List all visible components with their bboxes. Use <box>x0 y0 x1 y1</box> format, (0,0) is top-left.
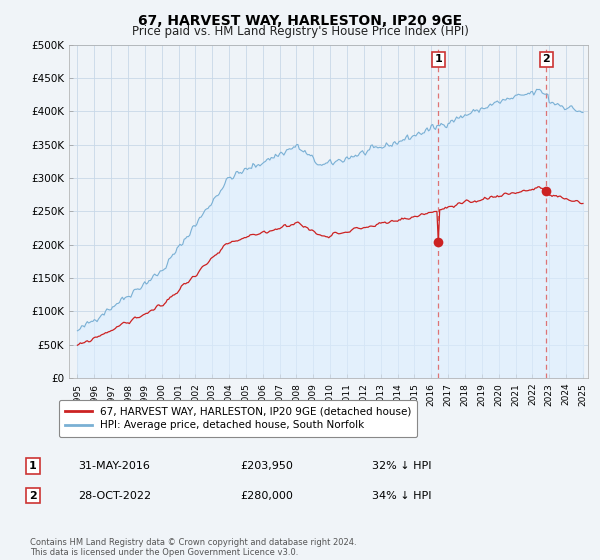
Text: £280,000: £280,000 <box>240 491 293 501</box>
Text: 34% ↓ HPI: 34% ↓ HPI <box>372 491 431 501</box>
Text: 2: 2 <box>542 54 550 64</box>
Legend: 67, HARVEST WAY, HARLESTON, IP20 9GE (detached house), HPI: Average price, detac: 67, HARVEST WAY, HARLESTON, IP20 9GE (de… <box>59 400 418 437</box>
Text: 67, HARVEST WAY, HARLESTON, IP20 9GE: 67, HARVEST WAY, HARLESTON, IP20 9GE <box>138 14 462 28</box>
Text: 2: 2 <box>29 491 37 501</box>
Text: Price paid vs. HM Land Registry's House Price Index (HPI): Price paid vs. HM Land Registry's House … <box>131 25 469 38</box>
Text: £203,950: £203,950 <box>240 461 293 471</box>
Text: 28-OCT-2022: 28-OCT-2022 <box>78 491 151 501</box>
Text: 31-MAY-2016: 31-MAY-2016 <box>78 461 150 471</box>
Text: Contains HM Land Registry data © Crown copyright and database right 2024.
This d: Contains HM Land Registry data © Crown c… <box>30 538 356 557</box>
Text: 1: 1 <box>434 54 442 64</box>
Text: 1: 1 <box>29 461 37 471</box>
Text: 32% ↓ HPI: 32% ↓ HPI <box>372 461 431 471</box>
